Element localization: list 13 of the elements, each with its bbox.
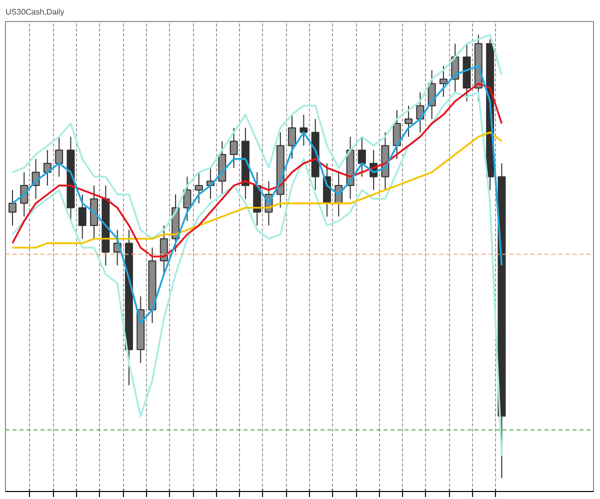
candlestick (439, 65, 448, 98)
candlestick (392, 110, 401, 160)
candlestick (300, 114, 308, 146)
candlestick (404, 105, 413, 138)
candlestick (194, 172, 203, 204)
candlestick (8, 189, 16, 226)
candlestick (78, 194, 86, 240)
candlestick (55, 136, 64, 178)
candlestick (230, 127, 238, 168)
chart-title: US30Cash,Daily (6, 8, 64, 16)
candlestick (358, 136, 366, 178)
candlestick (288, 114, 296, 160)
candlestick (416, 92, 424, 133)
